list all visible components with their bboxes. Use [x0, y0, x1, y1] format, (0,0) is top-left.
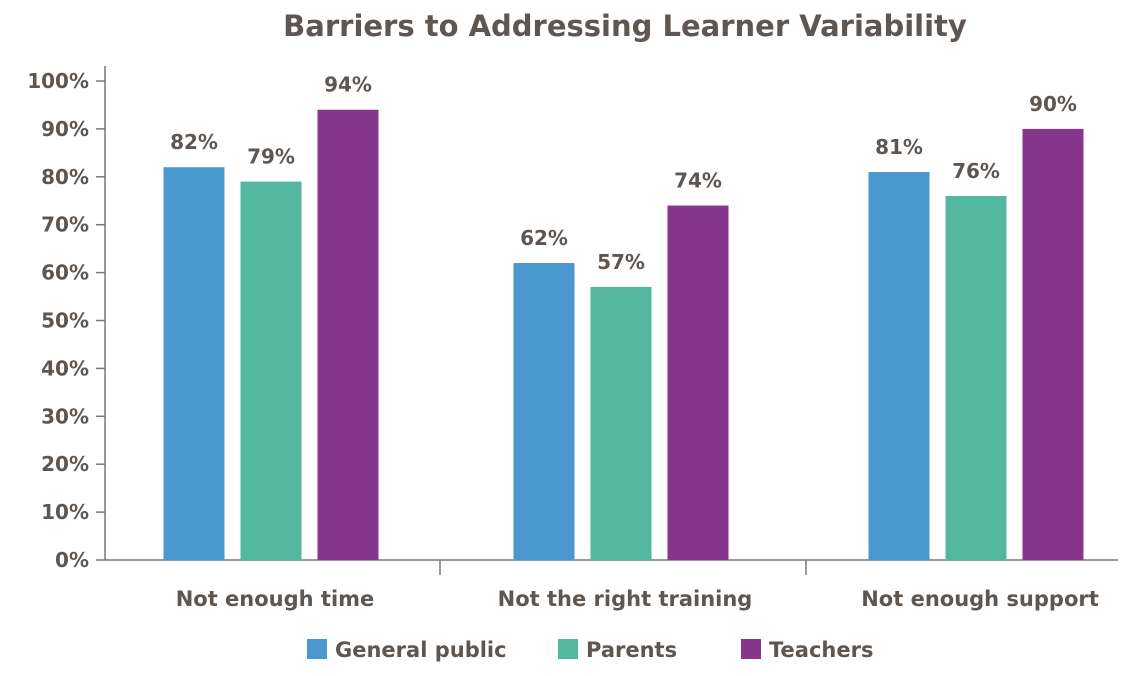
legend: General public Parents Teachers	[307, 638, 873, 662]
data-label: 94%	[324, 73, 372, 97]
bars: 82% 79% 94% 62% 57% 74% 81% 76% 90%	[163, 73, 1084, 561]
data-label: 57%	[597, 250, 645, 274]
bar-teachers	[667, 205, 729, 561]
data-label: 62%	[520, 226, 568, 250]
legend-label: Teachers	[769, 638, 873, 662]
bar-parents	[240, 181, 302, 560]
x-category-label: Not enough time	[176, 587, 375, 611]
bar-general-public	[868, 172, 930, 560]
data-label: 79%	[247, 145, 295, 169]
y-tick-label: 20%	[41, 452, 89, 476]
x-category-label: Not the right training	[498, 587, 753, 611]
y-tick-label: 90%	[41, 117, 89, 141]
y-tick-label: 60%	[41, 261, 89, 285]
bar-parents	[945, 195, 1007, 560]
data-label: 81%	[875, 135, 923, 159]
legend-swatch	[307, 639, 327, 659]
bar-general-public	[163, 167, 225, 560]
legend-swatch	[558, 639, 578, 659]
y-tick-label: 80%	[41, 165, 89, 189]
legend-label: General public	[335, 638, 507, 662]
data-label: 76%	[952, 159, 1000, 183]
y-tick-label: 70%	[41, 213, 89, 237]
y-tick-label: 0%	[55, 548, 89, 572]
y-axis: 0% 10% 20% 30% 40% 50% 60% 70% 80% 90% 100%	[27, 66, 106, 572]
bar-teachers	[1022, 128, 1084, 560]
x-category-label: Not enough support	[861, 587, 1099, 611]
y-tick-label: 50%	[41, 309, 89, 333]
legend-swatch	[741, 639, 761, 659]
y-tick-label: 30%	[41, 404, 89, 428]
data-label: 74%	[674, 169, 722, 193]
bar-general-public	[513, 263, 575, 560]
bar-teachers	[317, 109, 379, 561]
legend-label: Parents	[586, 638, 677, 662]
chart-title: Barriers to Addressing Learner Variabili…	[283, 9, 967, 43]
data-label: 90%	[1029, 92, 1077, 116]
bar-parents	[590, 286, 652, 560]
y-tick-label: 100%	[27, 69, 89, 93]
y-tick-label: 40%	[41, 356, 89, 380]
data-label: 82%	[170, 130, 218, 154]
y-tick-label: 10%	[41, 500, 89, 524]
x-axis: Not enough time Not the right training Not…	[105, 559, 1118, 611]
